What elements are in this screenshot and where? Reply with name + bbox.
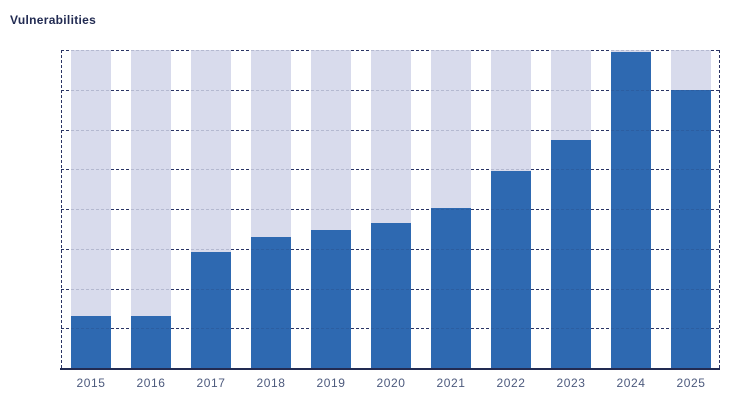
bar-2018-blue-segment [251,237,291,368]
bar-2025-light-segment [671,50,711,90]
x-axis-line [60,368,720,370]
x-label-2015: 2015 [76,376,106,390]
plot-right-border [719,50,720,368]
x-label-2021: 2021 [436,376,466,390]
bar-2020-blue-segment [371,223,411,368]
x-label-2024: 2024 [616,376,646,390]
x-label-2020: 2020 [376,376,406,390]
x-label-2017: 2017 [196,376,226,390]
bar-2021-blue-segment [431,208,471,368]
bar-2017-light-segment [191,50,231,253]
x-label-2025: 2025 [676,376,706,390]
bar-2024 [611,50,651,368]
bar-2019-light-segment [311,50,351,231]
bar-2024-blue-segment [611,51,651,368]
bar-2021-light-segment [431,50,471,209]
bar-2022 [491,50,531,368]
x-label-2022: 2022 [496,376,526,390]
bar-2015-light-segment [71,50,111,317]
bar-2015-blue-segment [71,316,111,368]
bar-2019 [311,50,351,368]
plot-area [61,50,719,368]
bar-2015 [71,50,111,368]
bar-2017-blue-segment [191,252,231,368]
bar-2016 [131,50,171,368]
x-label-2016: 2016 [136,376,166,390]
bar-2019-blue-segment [311,230,351,368]
bar-2021 [431,50,471,368]
bar-2024-light-segment [611,50,651,52]
bar-2023-blue-segment [551,139,591,368]
bar-2020-light-segment [371,50,411,224]
bar-2022-light-segment [491,50,531,172]
x-label-2019: 2019 [316,376,346,390]
bars-layer [61,50,719,368]
bar-2022-blue-segment [491,171,531,368]
bar-2020 [371,50,411,368]
bar-2016-blue-segment [131,316,171,368]
bar-2017 [191,50,231,368]
bar-2023-light-segment [551,50,591,140]
x-axis-labels: 2015 2016 2017 2018 2019 2020 2021 2022 2023 2024… [61,376,719,396]
bar-2018 [251,50,291,368]
bar-2018-light-segment [251,50,291,238]
x-label-2023: 2023 [556,376,586,390]
chart-title: Vulnerabilities [10,13,97,27]
bar-2025 [671,50,711,368]
bar-2023 [551,50,591,368]
x-label-2018: 2018 [256,376,286,390]
bar-2016-light-segment [131,50,171,317]
bar-2025-blue-segment [671,89,711,368]
